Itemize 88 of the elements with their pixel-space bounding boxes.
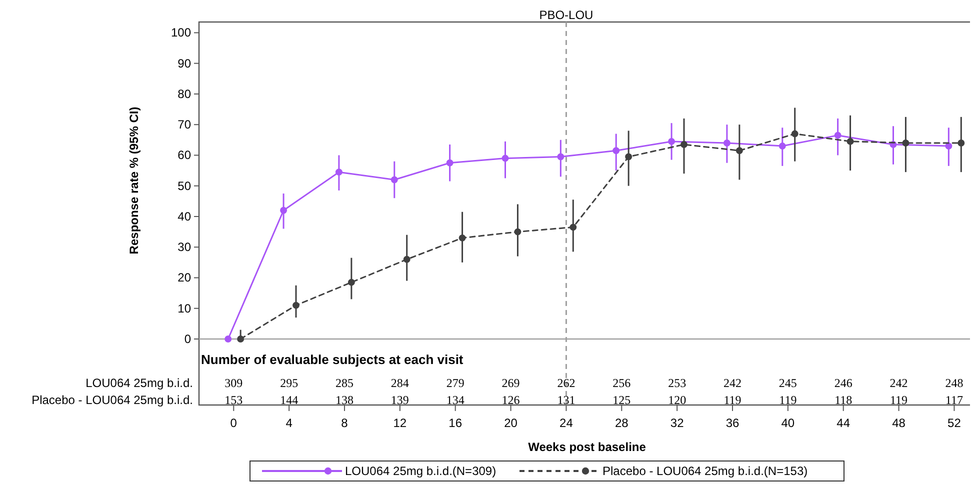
- point: [458, 234, 466, 242]
- text: 153: [224, 393, 243, 407]
- text: 295: [280, 376, 298, 390]
- point: [723, 140, 730, 146]
- y-axis-title: Response rate % (95% CI): [127, 106, 141, 254]
- text: 139: [390, 393, 409, 407]
- y-tick-label: 40: [178, 209, 192, 224]
- text: 309: [224, 376, 243, 390]
- x-tick-label: 52: [948, 416, 962, 430]
- text: 285: [336, 376, 354, 390]
- x-tick-label: 44: [836, 416, 850, 430]
- point: [791, 130, 798, 138]
- text: 248: [945, 376, 964, 390]
- point: [557, 153, 564, 160]
- x-tick-label: 12: [393, 416, 407, 430]
- text: 119: [779, 393, 797, 407]
- text: 144: [280, 393, 298, 407]
- point: [403, 256, 410, 263]
- ref-line-label: PBO-LOU: [539, 8, 594, 22]
- text: 125: [612, 393, 631, 407]
- x-tick-label: 8: [341, 416, 348, 430]
- point: [348, 278, 355, 286]
- text: 245: [778, 376, 797, 390]
- x-tick-label: 40: [781, 416, 795, 430]
- text: 253: [668, 376, 686, 390]
- point: [625, 153, 632, 160]
- x-tick-label: 20: [504, 416, 518, 430]
- text: 262: [557, 376, 576, 390]
- point: [945, 142, 952, 150]
- y-tick-label: 10: [178, 301, 192, 316]
- point: [834, 132, 842, 139]
- point: [446, 159, 454, 166]
- point: [902, 140, 910, 146]
- text: 242: [890, 376, 908, 390]
- y-tick-label: 70: [178, 118, 192, 132]
- point: [390, 176, 398, 184]
- text: 138: [336, 393, 354, 407]
- x-tick-label: 28: [614, 416, 629, 430]
- text: 131: [557, 393, 576, 407]
- legend-label: LOU064 25mg b.i.d.(N=309): [345, 464, 496, 478]
- legend-label: Placebo - LOU064 25mg b.i.d.(N=153): [602, 464, 808, 478]
- point: [778, 142, 786, 150]
- point: [570, 224, 577, 231]
- point: [237, 336, 244, 342]
- text: 117: [945, 393, 963, 407]
- text: 256: [612, 376, 631, 390]
- text: 269: [502, 376, 520, 390]
- point: [846, 138, 854, 145]
- point: [668, 138, 676, 145]
- point: [224, 336, 232, 342]
- point: [736, 147, 743, 154]
- x-tick-label: 48: [892, 416, 906, 430]
- text: 279: [446, 376, 464, 390]
- x-axis-title: Weeks post baseline: [528, 440, 646, 454]
- point: [680, 141, 688, 148]
- y-tick-label: 30: [178, 240, 192, 254]
- x-tick-label: 0: [230, 416, 238, 430]
- x-tick-label: 4: [286, 416, 293, 430]
- text: 242: [724, 376, 742, 390]
- text: 134: [446, 393, 464, 407]
- x-tick-label: 36: [726, 416, 740, 430]
- point: [958, 140, 965, 146]
- x-tick-label: 32: [670, 416, 684, 430]
- y-tick-label: 60: [178, 148, 192, 162]
- y-tick-label: 50: [178, 178, 192, 193]
- y-tick-label: 90: [178, 56, 192, 70]
- text: Number of evaluable subjects at each visit: [201, 352, 464, 367]
- point: [612, 147, 620, 154]
- y-tick-label: 100: [170, 26, 192, 40]
- x-tick-label: 24: [560, 416, 574, 430]
- text: 118: [834, 393, 852, 407]
- text: Placebo - LOU064 25mg b.i.d.: [32, 393, 193, 407]
- x-tick-label: 16: [448, 416, 462, 430]
- point: [502, 154, 509, 162]
- point: [335, 168, 342, 176]
- y-tick-label: 0: [184, 332, 192, 346]
- text: 246: [834, 376, 852, 390]
- point: [514, 228, 522, 236]
- point: [292, 302, 300, 309]
- text: 120: [668, 393, 686, 407]
- text: LOU064 25mg b.i.d.: [86, 376, 193, 390]
- y-tick-label: 80: [178, 86, 192, 101]
- text: 126: [502, 393, 520, 407]
- y-tick-label: 20: [178, 270, 192, 285]
- text: 119: [890, 393, 908, 407]
- point: [280, 206, 288, 214]
- text: 284: [390, 376, 409, 390]
- text: 119: [724, 393, 742, 407]
